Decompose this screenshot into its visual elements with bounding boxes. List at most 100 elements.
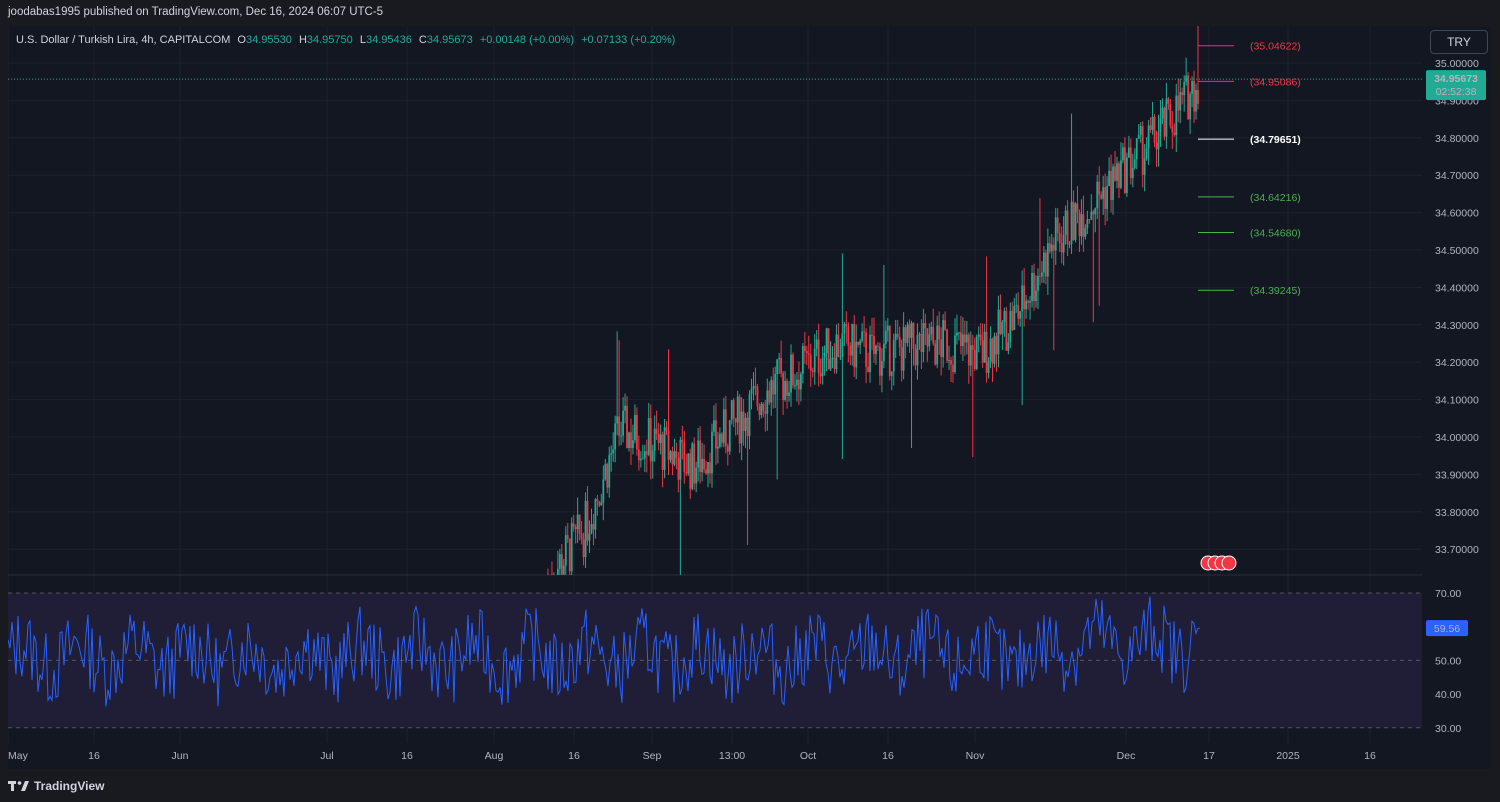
currency-button[interactable]: TRY <box>1430 30 1488 54</box>
candle-body <box>1112 166 1114 200</box>
candle-body <box>693 443 696 484</box>
candle-body <box>705 469 707 474</box>
candle-body <box>641 458 644 460</box>
candle-body <box>1139 126 1142 135</box>
candle-body <box>1102 187 1105 199</box>
candle-body <box>1141 126 1144 175</box>
candle-body <box>792 354 794 386</box>
price-axis-tick: 33.70000 <box>1435 544 1479 556</box>
candle-body <box>1033 272 1035 302</box>
candle-body <box>612 449 615 454</box>
candle-body <box>1181 92 1184 95</box>
candle-body <box>794 385 796 387</box>
price-badge <box>1426 70 1486 101</box>
candle-body <box>647 417 650 455</box>
candle-body <box>576 514 579 530</box>
candle-body <box>713 420 715 432</box>
candle-body <box>628 432 630 449</box>
candle-body <box>1084 228 1087 237</box>
candle-body <box>1060 242 1063 253</box>
candle-body <box>715 420 717 449</box>
candle-body <box>1050 244 1053 252</box>
candle-body <box>701 458 704 472</box>
candle-body <box>1125 157 1128 194</box>
candle-body <box>1039 275 1041 277</box>
candle-body <box>669 451 672 460</box>
level-label: (34.95086) <box>1250 76 1301 88</box>
candle-body <box>798 379 800 390</box>
candle-body <box>1011 310 1014 330</box>
candle-body <box>811 370 814 372</box>
candle-body <box>624 405 626 411</box>
candle-body <box>1096 181 1099 209</box>
candle-body <box>687 453 690 474</box>
candle-body <box>1056 217 1059 234</box>
candle-body <box>847 326 850 346</box>
candle-body <box>1116 163 1118 181</box>
candle-body <box>717 446 719 449</box>
candle-body <box>1015 305 1018 307</box>
candle-body <box>1046 243 1049 277</box>
candle-body <box>1052 244 1055 251</box>
candle-body <box>873 336 875 355</box>
candle-body <box>1159 118 1162 133</box>
candle-body <box>590 524 593 534</box>
candle-body <box>768 390 771 403</box>
candle-body <box>620 435 623 437</box>
candle-body <box>582 539 585 558</box>
candle-body <box>1131 167 1134 179</box>
candle-body <box>772 379 775 395</box>
candle-body <box>740 411 743 444</box>
level-label: (34.54680) <box>1250 227 1301 239</box>
candle-body <box>667 430 670 460</box>
time-axis-tick: 2025 <box>1276 750 1300 762</box>
time-axis-tick: Jun <box>172 750 189 762</box>
candle-body <box>746 417 749 436</box>
candle-body <box>896 333 899 337</box>
candle-body <box>859 340 862 345</box>
candle-body <box>782 373 785 400</box>
candle-body <box>961 334 964 346</box>
candle-body <box>813 348 816 372</box>
candle-body <box>890 371 893 376</box>
candle-body <box>1133 159 1136 168</box>
price-axis-tick: 33.80000 <box>1435 507 1479 519</box>
high-value: 34.95750 <box>306 34 353 46</box>
candle-body <box>1191 80 1193 94</box>
candle-body <box>1013 306 1016 330</box>
candle-body <box>766 390 769 414</box>
candle-body <box>1100 194 1103 199</box>
candle-body <box>1157 132 1160 150</box>
candle-body <box>1127 147 1130 158</box>
candle-body <box>1001 322 1004 334</box>
time-axis-tick: Jul <box>320 750 333 762</box>
chart-area[interactable]: (35.04622) (34.95086) (34.79651) (34.64216)… <box>8 26 1491 769</box>
candle-body <box>981 340 984 363</box>
price-axis-tick: 35.00000 <box>1435 58 1479 70</box>
candle-body <box>780 357 783 374</box>
candle-body <box>632 440 634 448</box>
candle-body <box>821 357 824 377</box>
level-label: (34.64216) <box>1250 192 1301 204</box>
candle-body <box>932 326 935 344</box>
candle-body <box>831 357 834 360</box>
candle-body <box>665 427 668 431</box>
candle-body <box>1048 243 1051 252</box>
candle-body <box>691 443 694 489</box>
candle-body <box>1082 214 1085 237</box>
chart-canvas[interactable]: (35.04622) (34.95086) (34.79651) (34.64216)… <box>8 26 1491 769</box>
candle-body <box>1029 301 1031 303</box>
candle-body <box>809 354 812 371</box>
candle-body <box>1177 95 1180 111</box>
tradingview-logo[interactable]: TradingView <box>8 779 104 793</box>
candle-body <box>1187 75 1190 120</box>
candle-body <box>825 328 828 353</box>
candle-body <box>1147 125 1150 149</box>
candle-body <box>938 325 941 340</box>
candle-body <box>580 533 583 540</box>
level-label: (34.79651) <box>1250 134 1301 146</box>
candle-body <box>1044 252 1047 277</box>
candle-body <box>673 451 676 465</box>
candle-body <box>845 324 848 327</box>
candle-body <box>799 373 802 390</box>
